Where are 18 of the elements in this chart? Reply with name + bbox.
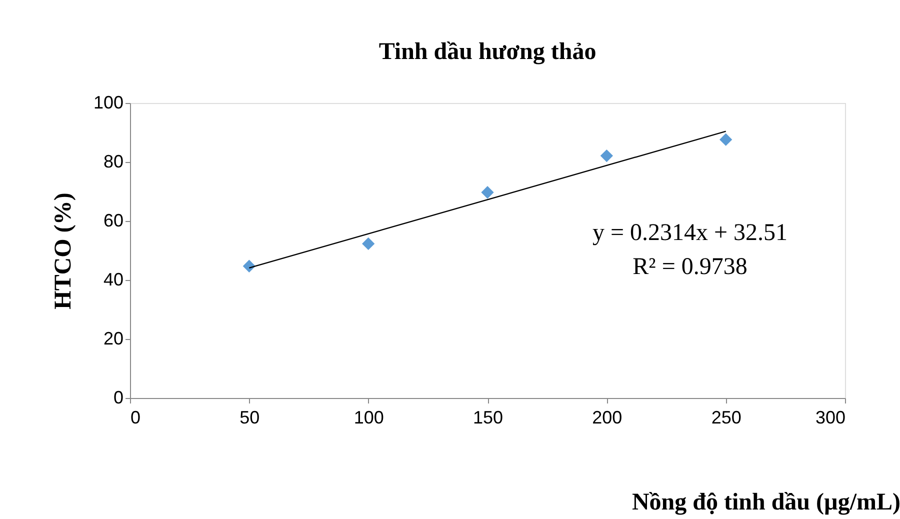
y-tick-label: 80 — [103, 152, 124, 172]
y-tick-label: 60 — [103, 210, 124, 230]
chart-title: Tinh dầu hương thảo — [378, 39, 596, 65]
y-tick-label: 0 — [113, 388, 124, 408]
x-tick-label: 250 — [711, 408, 742, 428]
y-axis-title: HTCO (%) — [50, 192, 76, 310]
y-tick-label: 100 — [93, 92, 124, 112]
annotation: R² = 0.9738 — [632, 254, 748, 280]
x-tick-label: 50 — [240, 408, 260, 428]
x-tick-label: 300 — [815, 408, 846, 428]
x-tick-label: 0 — [130, 408, 141, 428]
x-tick-label: 200 — [592, 408, 622, 428]
y-tick-label: 40 — [103, 270, 124, 290]
x-tick-label: 100 — [354, 408, 384, 428]
x-tick-label: 150 — [472, 408, 504, 428]
y-tick-label: 20 — [103, 328, 124, 348]
x-axis-title: Nồng độ tinh dầu (µg/mL) — [632, 490, 900, 516]
annotation: y = 0.2314x + 32.51 — [592, 220, 788, 246]
